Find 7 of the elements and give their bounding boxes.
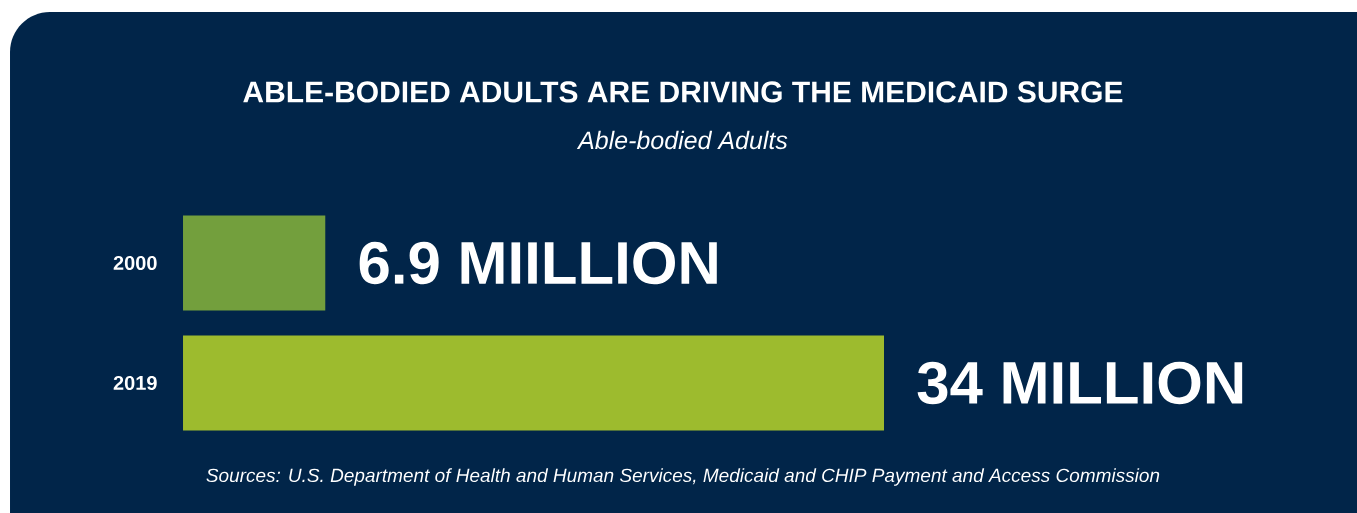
data-label: 6.9 MIILLION [359,241,717,285]
y-tick-label: 2000 [113,255,157,271]
y-tick-label: 2019 [113,375,157,391]
chart-subtitle: Able-bodied Adults [576,130,788,150]
chart-title: ABLE-BODIED ADULTS ARE DRIVING THE MEDICAID SURGE [243,81,1123,103]
source-note: Sources: U.S. Department of Health and Human Services, Medicaid and CHIP Payment and Access Commission [206,468,1160,486]
data-label: 34 MILLION [917,361,1243,405]
